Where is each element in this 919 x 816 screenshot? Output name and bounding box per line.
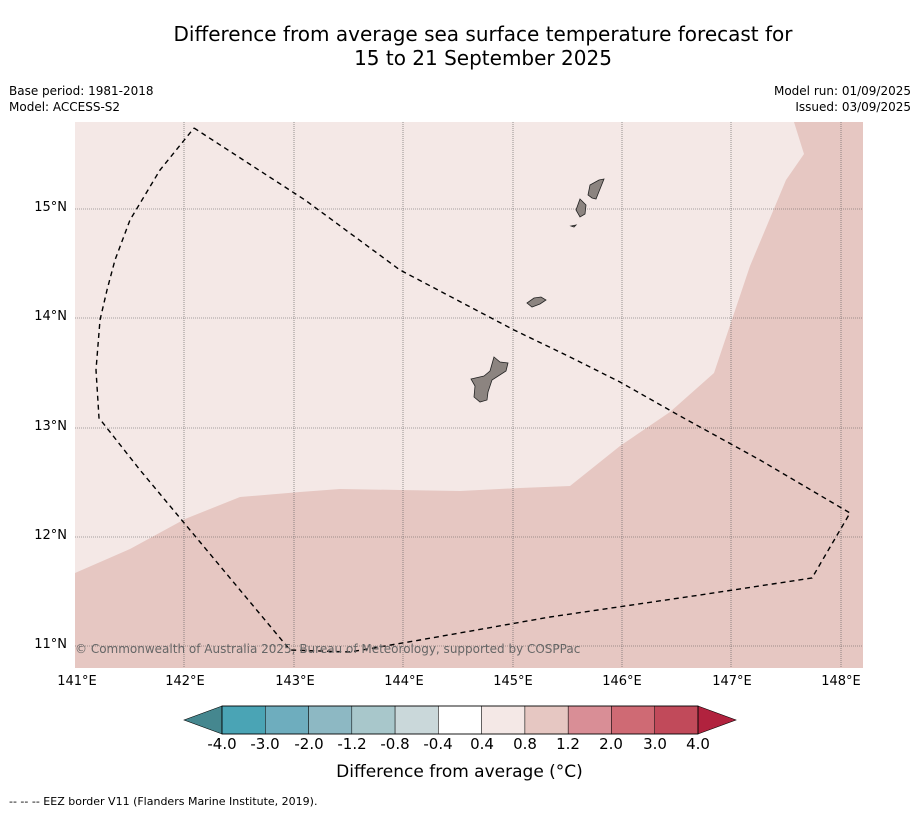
lon-label-142e: 142°E [165, 674, 205, 689]
colorbar-tick: 4.0 [686, 735, 710, 753]
base-period-text: Base period: 1981-2018 [9, 84, 154, 98]
lat-label-14n: 14°N [34, 309, 67, 324]
model-text: Model: ACCESS-S2 [9, 100, 121, 114]
colorbar-band [265, 705, 309, 735]
island-guam [470, 356, 509, 403]
lon-label-145e: 145°E [493, 674, 533, 689]
colorbar-band [438, 705, 482, 735]
lon-label-143e: 143°E [275, 674, 315, 689]
colorbar-tick: 2.0 [599, 735, 623, 753]
island-rota [526, 296, 547, 308]
colorbar-tick: -1.2 [337, 735, 367, 753]
title-line-1: Difference from average sea surface temp… [173, 22, 793, 46]
colorbar-band [394, 705, 439, 735]
island-aguijan [569, 224, 578, 228]
colorbar-tick: -2.0 [294, 735, 324, 753]
colorbar-band [481, 705, 526, 735]
colorbar-label: Difference from average (°C) [336, 762, 583, 782]
colorbar-bands [221, 705, 699, 735]
colorbar-tick: 3.0 [643, 735, 667, 753]
island-saipan [587, 178, 605, 200]
island-tinian [575, 198, 587, 218]
lat-label-15n: 15°N [34, 200, 67, 215]
colorbar-over-arrow [697, 705, 737, 735]
land-masses [470, 178, 605, 403]
info-left: Base period: 1981-2018 Model: ACCESS-S2 [9, 83, 154, 115]
colorbar-tick: -4.0 [207, 735, 237, 753]
title-line-2: 15 to 21 September 2025 [354, 46, 612, 70]
lat-label-12n: 12°N [34, 528, 67, 543]
eez-border [95, 127, 851, 653]
model-run-text: Model run: 01/09/2025 [773, 84, 911, 98]
lon-label-141e: 141°E [57, 674, 97, 689]
colorbar-band [351, 705, 396, 735]
lat-label-11n: 11°N [34, 637, 67, 652]
lon-label-148e: 148°E [821, 674, 861, 689]
colorbar-tick: -0.8 [380, 735, 410, 753]
map-plot-area [75, 122, 863, 668]
colorbar-band [567, 705, 612, 735]
colorbar-tick: -0.4 [423, 735, 453, 753]
lon-label-144e: 144°E [384, 674, 424, 689]
lon-label-146e: 146°E [602, 674, 642, 689]
colorbar-tick: -3.0 [250, 735, 280, 753]
colorbar-outline [221, 705, 699, 735]
lat-label-13n: 13°N [34, 419, 67, 434]
colorbar-band [654, 705, 699, 735]
anomaly-band-dark [75, 122, 863, 668]
colorbar-band [611, 705, 655, 735]
colorbar-tick: 1.2 [556, 735, 580, 753]
colorbar-band [221, 705, 266, 735]
graticule [75, 122, 863, 668]
colorbar-band [308, 705, 353, 735]
colorbar-tick: 0.8 [513, 735, 537, 753]
eez-legend-note: -- -- -- EEZ border V11 (Flanders Marine… [9, 795, 318, 808]
colorbar [183, 705, 737, 735]
colorbar-band [524, 705, 569, 735]
issued-text: Issued: 03/09/2025 [795, 100, 911, 114]
info-right: Model run: 01/09/2025 Issued: 03/09/2025 [774, 83, 911, 115]
colorbar-under-arrow [183, 705, 223, 735]
map-title: Difference from average sea surface temp… [0, 22, 919, 70]
lon-label-147e: 147°E [712, 674, 752, 689]
copyright-text: © Commonwealth of Australia 2025, Bureau… [75, 642, 580, 656]
colorbar-tick: 0.4 [470, 735, 494, 753]
